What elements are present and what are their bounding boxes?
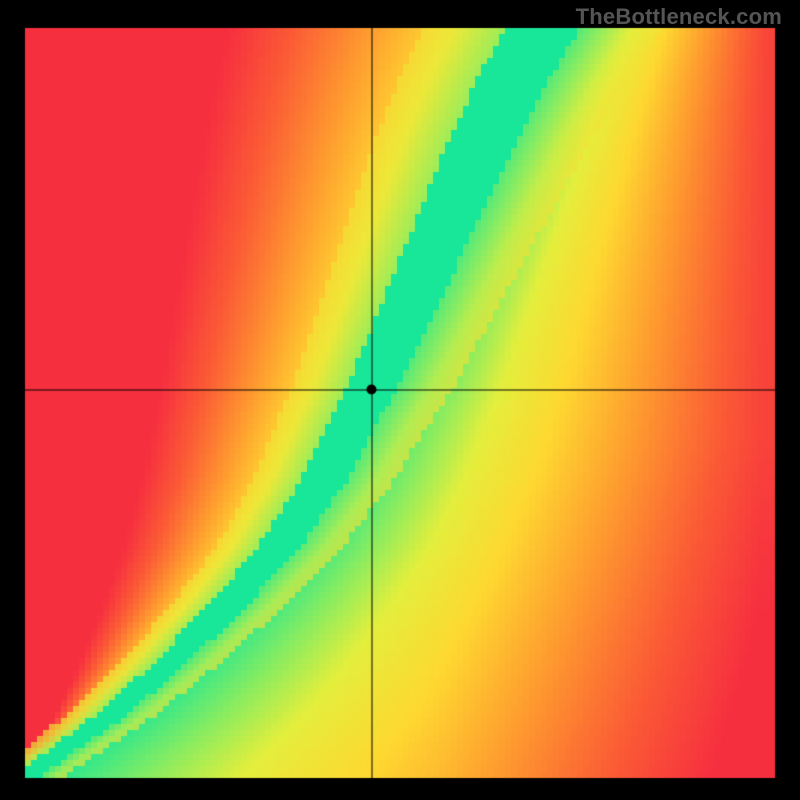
heatmap-canvas: [0, 0, 800, 800]
chart-container: TheBottleneck.com: [0, 0, 800, 800]
watermark-text: TheBottleneck.com: [576, 4, 782, 30]
